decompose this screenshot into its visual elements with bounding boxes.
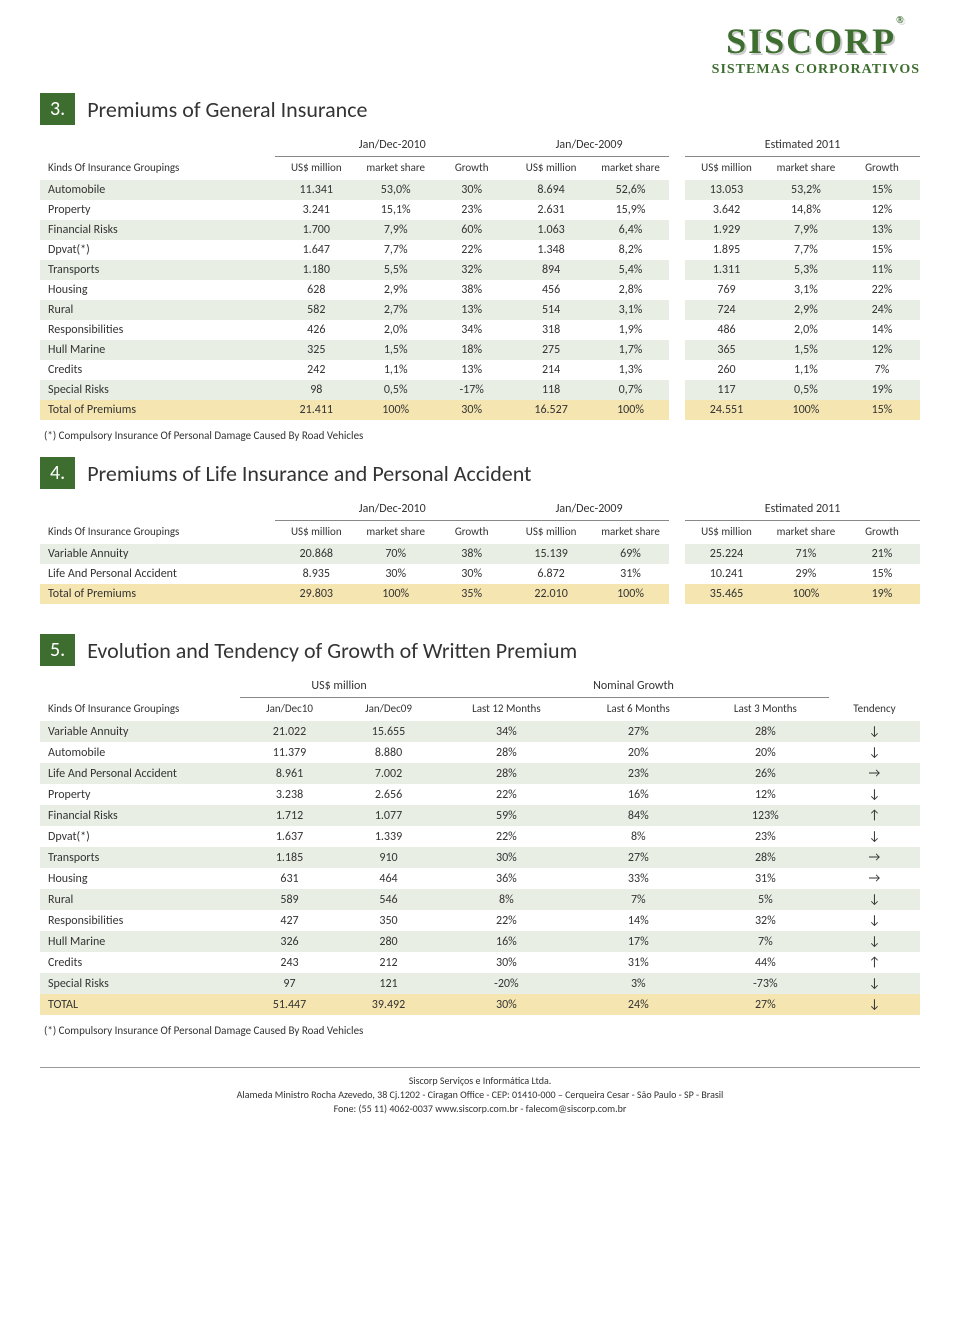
section5-header: 5. Evolution and Tendency of Growth of W… xyxy=(40,634,920,666)
s5-col-kinds: Kinds Of Insurance Groupings xyxy=(40,698,240,722)
s3-col-kinds: Kinds Of Insurance Groupings xyxy=(40,157,275,181)
table-row: Property3.2382.65622%16%12%↓ xyxy=(40,784,920,805)
table-row: Life And Personal Accident8.93530%30%6.8… xyxy=(40,564,920,584)
s5-col-l12: Last 12 Months xyxy=(438,698,575,722)
section5-table: US$ million Nominal Growth Kinds Of Insu… xyxy=(40,676,920,1015)
table-row: Dpvat(*)1.6371.33922%8%23%↓ xyxy=(40,826,920,847)
logo: SISCORP® SISTEMAS CORPORATIVOS xyxy=(712,20,920,78)
s3-col-usd1: US$ million xyxy=(275,157,358,181)
s4-period2: Jan/Dec-2009 xyxy=(510,499,669,521)
total-row: Total of Premiums21.411100%30%16.527100%… xyxy=(40,400,920,420)
section5-title: Evolution and Tendency of Growth of Writ… xyxy=(87,637,577,664)
s5-col-l3: Last 3 Months xyxy=(702,698,829,722)
s5-group2: Nominal Growth xyxy=(438,676,829,698)
footer-line2: Alameda Ministro Rocha Azevedo, 38 Cj.12… xyxy=(40,1088,920,1102)
total-row: Total of Premiums29.803100%35%22.010100%… xyxy=(40,584,920,604)
s4-period-est: Estimated 2011 xyxy=(685,499,920,521)
table-row: Life And Personal Accident8.9617.00228%2… xyxy=(40,763,920,784)
table-row: Hull Marine3251,5%18%2751,7%3651,5%12% xyxy=(40,340,920,360)
table-row: Special Risks980,5%-17%1180,7%1170,5%19% xyxy=(40,380,920,400)
table-row: Variable Annuity20.86870%38%15.13969%25.… xyxy=(40,544,920,564)
s5-col-jd09: Jan/Dec09 xyxy=(339,698,438,722)
table-row: Rural5822,7%13%5143,1%7242,9%24% xyxy=(40,300,920,320)
table-row: Rural5895468%7%5%↓ xyxy=(40,889,920,910)
s4-period1: Jan/Dec-2010 xyxy=(275,499,510,521)
section5-num: 5. xyxy=(40,634,75,666)
logo-sub: SISTEMAS CORPORATIVOS xyxy=(712,62,920,78)
table-row: Financial Risks1.7007,9%60%1.0636,4%1.92… xyxy=(40,220,920,240)
section3-table: Jan/Dec-2010 Jan/Dec-2009 Estimated 2011… xyxy=(40,135,920,420)
section4-title: Premiums of Life Insurance and Personal … xyxy=(87,460,531,487)
table-row: Financial Risks1.7121.07759%84%123%↑ xyxy=(40,805,920,826)
s3-period2: Jan/Dec-2009 xyxy=(510,135,669,157)
section3-num: 3. xyxy=(40,93,75,125)
s3-col-share3: market share xyxy=(768,157,844,181)
s3-col-usd3: US$ million xyxy=(685,157,768,181)
table-row: Special Risks97121-20%3%-73%↓ xyxy=(40,973,920,994)
total-row: TOTAL51.44739.49230%24%27%↓ xyxy=(40,994,920,1015)
table-row: Automobile11.34153,0%30%8.69452,6%13.053… xyxy=(40,180,920,200)
footer-line1: Siscorp Serviços e Informática Ltda. xyxy=(40,1074,920,1088)
s5-group1: US$ million xyxy=(240,676,438,698)
table-row: Responsibilities42735022%14%32%↓ xyxy=(40,910,920,931)
page-footer: Siscorp Serviços e Informática Ltda. Ala… xyxy=(40,1067,920,1116)
table-row: Credits24321230%31%44%↑ xyxy=(40,952,920,973)
table-row: Housing6282,9%38%4562,8%7693,1%22% xyxy=(40,280,920,300)
section4-table: Jan/Dec-2010 Jan/Dec-2009 Estimated 2011… xyxy=(40,499,920,604)
s3-period-est: Estimated 2011 xyxy=(685,135,920,157)
section3-footnote: (*) Compulsory Insurance Of Personal Dam… xyxy=(40,425,920,442)
table-row: Dpvat(*)1.6477,7%22%1.3488,2%1.8957,7%15… xyxy=(40,240,920,260)
footer-line3: Fone: (55 11) 4062-0037 www.siscorp.com.… xyxy=(40,1102,920,1116)
s4-col-kinds: Kinds Of Insurance Groupings xyxy=(40,521,275,545)
s3-col-growth1: Growth xyxy=(434,157,510,181)
table-row: Hull Marine32628016%17%7%↓ xyxy=(40,931,920,952)
table-row: Transports1.1805,5%32%8945,4%1.3115,3%11… xyxy=(40,260,920,280)
logo-area: SISCORP® SISTEMAS CORPORATIVOS xyxy=(40,20,920,78)
table-row: Variable Annuity21.02215.65534%27%28%↓ xyxy=(40,721,920,742)
logo-main: SISCORP® xyxy=(712,20,920,62)
s5-col-l6: Last 6 Months xyxy=(575,698,702,722)
table-row: Responsibilities4262,0%34%3181,9%4862,0%… xyxy=(40,320,920,340)
section3-title: Premiums of General Insurance xyxy=(87,96,367,123)
s3-col-share2: market share xyxy=(593,157,669,181)
table-row: Automobile11.3798.88028%20%20%↓ xyxy=(40,742,920,763)
table-row: Housing63146436%33%31%→ xyxy=(40,868,920,889)
table-row: Credits2421,1%13%2141,3%2601,1%7% xyxy=(40,360,920,380)
table-row: Transports1.18591030%27%28%→ xyxy=(40,847,920,868)
table-row: Property3.24115,1%23%2.63115,9%3.64214,8… xyxy=(40,200,920,220)
s3-col-share1: market share xyxy=(358,157,434,181)
section4-header: 4. Premiums of Life Insurance and Person… xyxy=(40,457,920,489)
s5-col-tend: Tendency xyxy=(829,698,920,722)
s3-col-growth2: Growth xyxy=(844,157,920,181)
section3-header: 3. Premiums of General Insurance xyxy=(40,93,920,125)
s3-col-usd2: US$ million xyxy=(510,157,593,181)
section4-num: 4. xyxy=(40,457,75,489)
section5-footnote: (*) Compulsory Insurance Of Personal Dam… xyxy=(40,1020,920,1037)
s5-col-jd10: Jan/Dec10 xyxy=(240,698,339,722)
s3-period1: Jan/Dec-2010 xyxy=(275,135,510,157)
